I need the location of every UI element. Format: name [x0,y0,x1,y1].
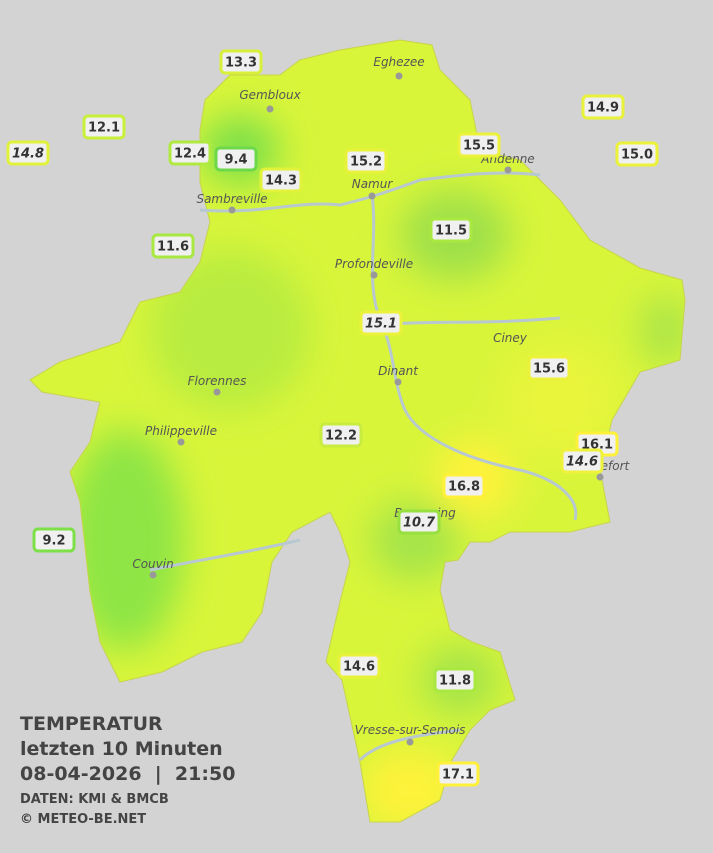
station-value: 12.4 [174,147,206,162]
legend-period: letzten 10 Minuten [20,738,223,760]
city-dot [213,388,221,396]
station-value: 12.1 [88,121,120,136]
station-box [168,140,212,166]
station-value: 16.8 [448,480,480,495]
station-box [615,141,659,167]
station-value: 11.5 [435,224,467,239]
station-box [560,448,604,474]
station-box [82,114,126,140]
station-box [32,527,76,553]
station-box [527,355,571,381]
city-label: Profondeville [335,257,413,271]
city-dot [504,166,512,174]
city-label: Namur [352,177,394,191]
city-dot [228,206,236,214]
station-box [6,140,50,166]
station-value: 15.2 [350,155,382,170]
city-dot [149,571,157,579]
city-dot [266,105,274,113]
station-value: 10.7 [403,516,436,531]
station-box [359,310,403,336]
station-box [337,653,381,679]
station-value: 11.6 [157,240,189,255]
station-box [214,146,258,172]
city-dot [370,271,378,279]
station-value: 12.2 [325,429,357,444]
station-value: 14.3 [265,174,297,189]
station-box [151,233,195,259]
station-value: 9.2 [42,534,65,549]
station-box [344,148,388,174]
station-box [219,49,263,75]
station-box [457,132,501,158]
city-label: Gembloux [239,88,301,102]
city-label: Vresse-sur-Semois [355,723,466,737]
station-value: 15.6 [533,362,565,377]
station-box [319,422,363,448]
stations: 13.3 12.1 14.8 12.4 9.4 14.3 15.2 15.5 14.9 15.0 1… [6,49,659,787]
station-box [429,217,473,243]
city-label: Florennes [188,374,247,388]
station-box [397,509,441,535]
station-value: 14.6 [343,660,375,675]
station-value: 13.3 [225,56,257,71]
city-label: Dinant [378,364,419,378]
station-box [259,167,303,193]
city-dot [177,438,185,446]
station-value: 17.1 [442,768,474,783]
station-box [442,473,486,499]
station-box [436,761,480,787]
station-value: 14.9 [587,101,619,116]
city-label: Couvin [132,557,173,571]
station-box [581,94,625,120]
station-value: 15.5 [463,139,495,154]
station-value: 9.4 [224,153,247,168]
city-label: Eghezee [373,55,424,69]
station-value: 14.6 [566,455,598,470]
legend-title: TEMPERATUR [20,713,163,735]
city-dot [395,72,403,80]
city-label: Ciney [493,331,528,345]
city-label: Philippeville [145,424,217,438]
legend-copyright: © METEO-BE.NET [20,812,146,827]
legend-source: DATEN: KMI & BMCB [20,792,169,807]
city-dot [368,192,376,200]
station-value: 11.8 [439,674,471,689]
city-dot [394,378,402,386]
city-dot [596,473,604,481]
station-value: 15.0 [621,148,653,163]
station-box [433,667,477,693]
city-dot [406,738,414,746]
legend-datetime: 08-04-2026 | 21:50 [20,763,235,785]
city-label: Sambreville [196,192,267,206]
station-value: 14.8 [12,147,44,162]
station-value: 15.1 [365,317,397,332]
